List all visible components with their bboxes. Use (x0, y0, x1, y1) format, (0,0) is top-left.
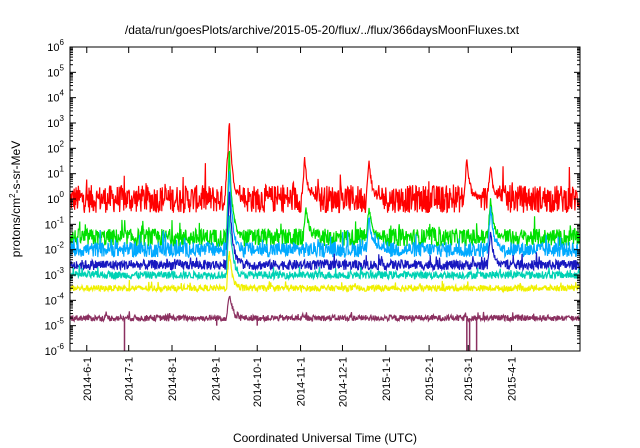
y-tick-label: 10-3 (45, 266, 65, 282)
x-tick-label: 2014-11-1 (296, 357, 308, 406)
y-axis-label: protons/cm2-s-sr-MeV (8, 141, 23, 257)
y-tick-label: 10-4 (45, 291, 65, 307)
x-axis-label: Coordinated Universal Time (UTC) (233, 431, 417, 445)
x-tick-label: 2015-4-1 (507, 357, 519, 401)
y-tick-label: 10-6 (45, 342, 65, 358)
y-tick-label: 10-5 (45, 317, 65, 333)
x-tick-label: 2014-8-1 (167, 357, 179, 401)
series-line-7 (70, 295, 580, 324)
x-tick-label: 2015-2-1 (424, 357, 436, 401)
x-tick-label: 2015-3-1 (463, 357, 475, 401)
series-line-5 (70, 214, 580, 281)
x-axis: 2014-6-1 2014-7-1 2014-8-1 2014-9-1 2014-10-… (82, 47, 519, 407)
y-axis-label-suffix: -s-sr-MeV (9, 141, 23, 194)
chart-title: /data/run/goesPlots/archive/2015-05-20/f… (125, 23, 520, 37)
y-axis-label-prefix: protons/cm (9, 198, 23, 257)
x-tick-label: 2015-1-1 (381, 357, 393, 401)
y-tick-label: 10-2 (45, 241, 65, 257)
x-tick-label: 2014-7-1 (124, 357, 136, 401)
y-axis-label-sup: 2 (8, 193, 17, 198)
series-line-2 (70, 150, 580, 248)
y-tick-label: 102 (47, 139, 64, 155)
x-tick-label: 2014-9-1 (210, 357, 222, 401)
series-line-1 (70, 123, 580, 214)
y-tick-label: 103 (47, 114, 64, 130)
y-tick-label: 101 (47, 165, 64, 181)
x-tick-label: 2014-10-1 (252, 357, 264, 407)
y-tick-label: 104 (47, 89, 64, 105)
y-axis: 10-6 10-5 10-4 10-3 10-2 10-1 100 101 102 103 104 1… (45, 38, 580, 358)
series-line-4 (70, 191, 580, 273)
series-line-6 (70, 251, 580, 294)
y-tick-label: 100 (47, 190, 64, 206)
series-line-3 (70, 170, 580, 259)
x-tick-label: 2014-6-1 (82, 357, 94, 401)
y-tick-label: 105 (47, 63, 64, 79)
y-tick-label: 10-1 (45, 215, 65, 231)
series-layer (70, 123, 580, 351)
x-tick-label: 2014-12-1 (337, 357, 349, 407)
y-tick-label: 106 (47, 38, 64, 54)
